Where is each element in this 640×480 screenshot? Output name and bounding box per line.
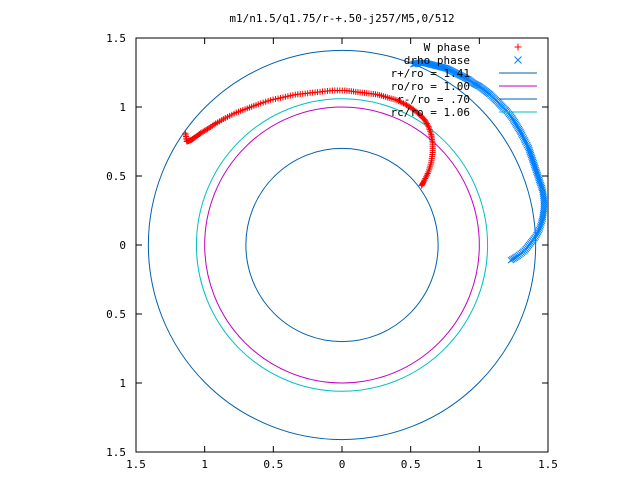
axis-ticks <box>135 37 549 453</box>
y-tick-label: 1 <box>119 101 126 114</box>
series-w-phase <box>182 87 436 189</box>
point <box>424 121 431 128</box>
circle-r <box>245 147 439 343</box>
x-tick-label: 1.5 <box>538 458 558 471</box>
point <box>518 130 525 137</box>
y-tick-label: 0.5 <box>106 308 126 321</box>
y-tick-label: 0 <box>119 239 126 252</box>
point <box>517 128 524 136</box>
point <box>533 230 541 237</box>
x-tick-label: 0 <box>339 458 346 471</box>
legend-label: rc/ro = 1.06 <box>391 106 470 119</box>
point <box>519 133 527 141</box>
point <box>535 226 543 234</box>
plot-border <box>135 37 549 453</box>
point <box>536 225 544 232</box>
series-drho-phase <box>410 59 548 264</box>
y-tick-label: 1 <box>119 377 126 390</box>
legend-label: W phase <box>424 41 470 54</box>
reference-circles <box>147 49 537 441</box>
point <box>419 181 426 188</box>
circle-ro <box>204 106 480 384</box>
y-tick-label: 1.5 <box>106 446 126 459</box>
legend-symbol <box>514 56 522 64</box>
point <box>538 217 546 225</box>
circle-rc <box>195 98 489 392</box>
point <box>538 219 545 226</box>
x-tick-label: 1.5 <box>126 458 146 471</box>
legend-label: r-/ro = .70 <box>397 93 470 106</box>
legend-label: ro/ro = 1.00 <box>391 80 470 93</box>
point <box>533 231 540 239</box>
y-tick-label: 1.5 <box>106 32 126 45</box>
point <box>536 223 544 230</box>
point <box>523 141 531 149</box>
point <box>518 131 526 139</box>
x-tick-label: 0.5 <box>401 458 421 471</box>
point <box>521 136 529 144</box>
x-tick-label: 1 <box>476 458 483 471</box>
circle-r <box>147 49 537 441</box>
x-tick-label: 1 <box>201 458 208 471</box>
legend-symbol <box>514 43 522 51</box>
point <box>522 140 530 147</box>
data-series <box>182 59 548 264</box>
legend-label: r+/ro = 1.41 <box>391 67 470 80</box>
y-tick-label: 0.5 <box>106 170 126 183</box>
point <box>418 182 425 189</box>
point <box>534 228 542 236</box>
tick-labels: 1.5 1 0.5 0 0.5 1 1.51.510.500.511.5 <box>106 32 558 471</box>
point <box>520 135 528 142</box>
point <box>537 221 545 228</box>
point <box>522 138 529 146</box>
x-tick-label: 0.5 <box>263 458 283 471</box>
point <box>203 126 210 133</box>
point <box>507 256 515 264</box>
point <box>539 215 546 223</box>
legend-label: drho phase <box>404 54 470 67</box>
chart-title: m1/n1.5/q1.75/r-+.50-j257/M5,0/512 <box>229 12 454 25</box>
